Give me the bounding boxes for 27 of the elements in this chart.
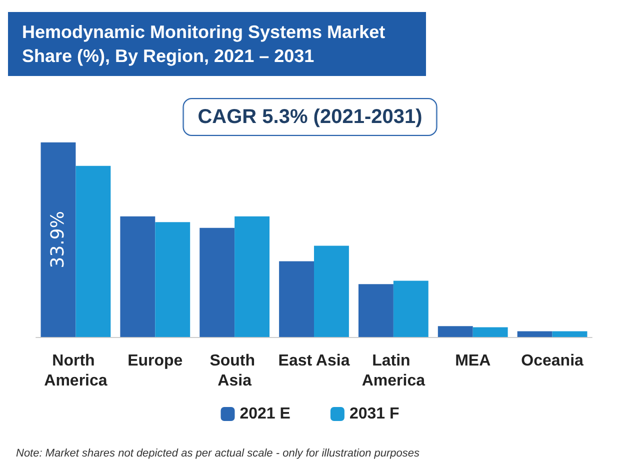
bar: [393, 280, 428, 337]
x-tick-label: North America: [44, 352, 108, 390]
bar: [234, 216, 270, 337]
bar: [76, 166, 111, 337]
text: Note: Market shares not depicted as per actual scale - only for illustration purposes: [16, 448, 420, 460]
chart-title: Hemodynamic Monitoring Systems Market Share (%), By Region, 2021 – 2031: [22, 22, 390, 66]
x-tick-label: Latin America: [362, 352, 426, 390]
x-tick-label: East Asia: [278, 352, 350, 370]
bar: [552, 331, 588, 337]
bar: [279, 261, 314, 337]
bar: [200, 228, 235, 337]
x-tick-label: Europe: [128, 352, 183, 370]
bar: [358, 284, 394, 337]
bar: [120, 216, 156, 337]
bar: [517, 331, 552, 337]
bar: [472, 327, 508, 337]
bar: [314, 246, 349, 337]
data-label: 33.9%: [48, 211, 69, 268]
text: CAGR 5.3% (2021-2031): [198, 106, 422, 128]
x-tick-label: Oceania: [521, 352, 584, 370]
x-tick-label: South Asia: [210, 352, 260, 390]
bar: [40, 142, 76, 337]
bar: [438, 326, 473, 337]
x-tick-label: MEA: [455, 352, 492, 370]
legend-label: 2031 F: [349, 406, 400, 422]
legend-label: 2021 E: [240, 406, 291, 422]
bar: [155, 222, 190, 337]
